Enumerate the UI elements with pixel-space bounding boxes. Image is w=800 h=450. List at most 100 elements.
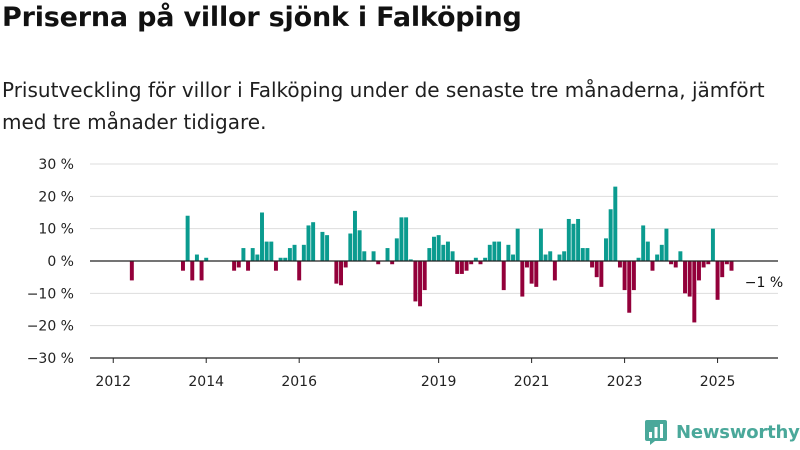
bar xyxy=(538,228,543,261)
x-tick-label: 2016 xyxy=(281,374,317,390)
bar xyxy=(464,261,469,271)
bar xyxy=(673,261,678,268)
axes: 30 % 20 % 10 % 0 % −10 % −20 % −30 % 2012 2014 20… xyxy=(27,157,778,390)
bar xyxy=(715,261,720,300)
bar xyxy=(232,261,237,271)
bar xyxy=(334,261,339,284)
bar xyxy=(404,217,409,261)
bar xyxy=(199,261,204,281)
x-tick-label: 2021 xyxy=(514,374,550,390)
brand-name: Newsworthy xyxy=(676,421,800,443)
bar xyxy=(631,261,636,291)
page-title: Priserna på villor sjönk i Falköping xyxy=(2,2,522,33)
bar xyxy=(720,261,725,278)
bar xyxy=(566,218,571,261)
bar xyxy=(459,261,464,274)
bar xyxy=(594,261,599,278)
bar xyxy=(645,241,650,261)
bar xyxy=(683,261,688,294)
bar xyxy=(692,261,697,323)
bar xyxy=(325,235,330,261)
bar xyxy=(255,254,260,261)
bar xyxy=(664,228,669,261)
bars xyxy=(129,186,734,323)
bar xyxy=(473,257,478,261)
bar xyxy=(506,244,511,261)
bar xyxy=(613,186,618,261)
page-subtitle: Prisutveckling för villor i Falköping un… xyxy=(2,78,765,134)
bar xyxy=(445,241,450,261)
y-tick-label: 20 % xyxy=(38,189,74,205)
bar xyxy=(399,217,404,261)
bar xyxy=(292,244,297,261)
bar xyxy=(241,248,246,261)
bar xyxy=(687,261,692,297)
bar xyxy=(441,244,446,261)
bar xyxy=(543,254,548,261)
bar xyxy=(515,228,520,261)
y-tick-label: −10 % xyxy=(27,286,74,302)
bar xyxy=(455,261,460,274)
bar xyxy=(701,261,706,268)
bar xyxy=(283,257,288,261)
bar xyxy=(650,261,655,271)
brand: Newsworthy xyxy=(644,419,800,445)
bar xyxy=(497,241,502,261)
bar xyxy=(659,244,664,261)
bar xyxy=(269,241,274,261)
bar xyxy=(236,261,241,268)
bar xyxy=(636,257,641,261)
bar xyxy=(580,248,585,261)
bar xyxy=(706,261,711,265)
bar xyxy=(524,261,529,268)
bar xyxy=(590,261,595,268)
bar xyxy=(557,254,562,261)
bar xyxy=(287,248,292,261)
bar xyxy=(250,248,255,261)
bar xyxy=(343,261,348,268)
bar xyxy=(418,261,423,307)
bar xyxy=(190,261,195,281)
annotation-label: −1 % xyxy=(745,275,783,291)
bar xyxy=(710,228,715,261)
bar xyxy=(729,261,734,271)
y-tick-label: 10 % xyxy=(38,222,74,238)
bar xyxy=(478,261,483,265)
bar xyxy=(520,261,525,297)
bar xyxy=(408,259,413,261)
bar xyxy=(427,248,432,261)
bar xyxy=(390,261,395,265)
bar xyxy=(669,261,674,265)
x-tick-label: 2023 xyxy=(607,374,643,390)
bar xyxy=(678,251,683,261)
bar xyxy=(301,244,306,261)
bar xyxy=(180,261,185,271)
bar xyxy=(585,248,590,261)
newsworthy-logo-icon xyxy=(645,420,667,445)
x-tick-label: 2014 xyxy=(188,374,224,390)
bar xyxy=(469,261,474,265)
x-tick-label: 2012 xyxy=(95,374,131,390)
bar xyxy=(320,231,325,261)
bar xyxy=(487,244,492,261)
bar xyxy=(529,261,534,284)
bar xyxy=(450,251,455,261)
bar xyxy=(548,251,553,261)
bar xyxy=(185,215,190,261)
bar xyxy=(204,257,209,261)
bar xyxy=(571,223,576,261)
bar xyxy=(724,261,729,265)
bar xyxy=(297,261,302,281)
x-tick-label: 2025 xyxy=(700,374,736,390)
bar xyxy=(339,261,344,286)
bar xyxy=(617,261,622,268)
bar xyxy=(264,241,269,261)
bar xyxy=(552,261,557,281)
bar xyxy=(627,261,632,313)
bar xyxy=(562,251,567,261)
y-tick-label: −20 % xyxy=(27,319,74,335)
bar xyxy=(357,230,362,261)
y-tick-label: −30 % xyxy=(27,351,74,367)
x-tick-label: 2019 xyxy=(421,374,457,390)
bar xyxy=(129,261,134,281)
